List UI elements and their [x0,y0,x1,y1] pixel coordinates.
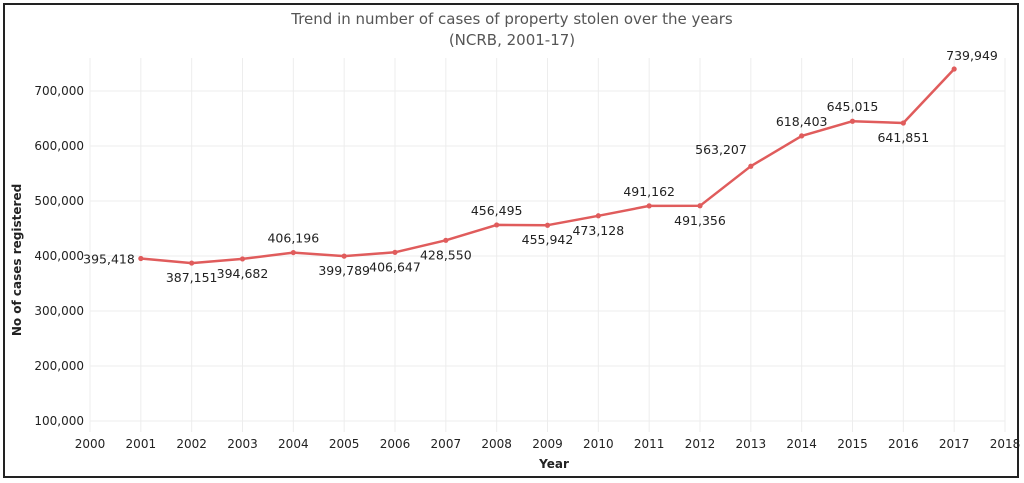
grid-layer [89,58,1006,432]
data-point [443,237,449,243]
chart-frame [3,3,1019,478]
x-tick-label: 2006 [380,437,411,451]
data-label: 563,207 [695,142,747,157]
y-tick-label: 700,000 [34,84,84,98]
x-tick-label: 2017 [939,437,970,451]
x-tick-label: 2007 [431,437,462,451]
data-point [494,222,500,228]
data-point [544,222,551,228]
y-tick-label: 500,000 [34,194,84,208]
x-tick-label: 2008 [481,437,512,451]
x-tick-label: 2016 [888,437,919,451]
chart-title: Trend in number of cases of property sto… [290,10,733,28]
data-point [595,213,601,219]
data-point [697,203,703,209]
data-point [799,133,805,139]
data-label: 394,682 [217,266,269,281]
x-tick-label: 2010 [583,437,614,451]
x-tick-label: 2014 [786,437,817,451]
data-label: 387,151 [166,270,218,285]
data-point [951,66,957,72]
x-axis-label: Year [538,457,569,471]
x-tick-label: 2012 [685,437,716,451]
y-tick-label: 100,000 [34,414,84,428]
data-label: 406,647 [369,259,421,274]
y-tick-label: 600,000 [34,139,84,153]
x-tick-label: 2018 [990,437,1021,451]
data-label: 645,015 [827,99,879,114]
data-label: 399,789 [318,263,370,278]
data-point [849,118,856,124]
data-point [290,249,296,256]
x-tick-label: 2004 [278,437,309,451]
data-label: 428,550 [420,247,472,262]
x-tick-label: 2003 [227,437,258,451]
y-axis-ticks: 100,000 200,000 300,000 400,000 500,000 600,0… [34,84,84,428]
data-label: 456,495 [471,203,523,218]
y-tick-label: 200,000 [34,359,84,373]
data-point [646,203,652,209]
x-tick-label: 2005 [329,437,360,451]
data-points [138,66,957,266]
x-tick-label: 2009 [532,437,563,451]
x-tick-label: 2013 [736,437,767,451]
data-point [138,255,144,262]
x-tick-label: 2011 [634,437,665,451]
data-point [900,120,906,126]
data-label: 491,356 [674,213,726,228]
data-label: 473,128 [572,223,624,238]
data-label: 455,942 [522,232,574,247]
y-tick-label: 400,000 [34,249,84,263]
x-tick-label: 2002 [176,437,207,451]
data-point [748,163,754,169]
data-point [189,260,195,266]
data-label: 739,949 [946,48,998,63]
data-label: 395,418 [83,252,135,267]
data-label: 491,162 [623,184,675,199]
data-point [239,256,246,262]
x-tick-label: 2001 [126,437,157,451]
data-point [341,253,347,259]
data-labels: 395,418 387,151 394,682 406,196 399,789 406,6… [83,48,998,285]
data-label: 406,196 [267,231,319,246]
y-tick-label: 300,000 [34,304,84,318]
x-axis-ticks: 2000 2001 2002 2003 2004 2005 2006 2007 2008 2009… [75,437,1021,451]
data-point [392,249,398,255]
data-label: 618,403 [776,114,828,129]
data-label: 641,851 [877,130,929,145]
y-axis-label: No of cases registered [10,184,24,336]
x-tick-label: 2000 [75,437,106,451]
chart-subtitle: (NCRB, 2001-17) [449,31,575,49]
x-tick-label: 2015 [837,437,868,451]
